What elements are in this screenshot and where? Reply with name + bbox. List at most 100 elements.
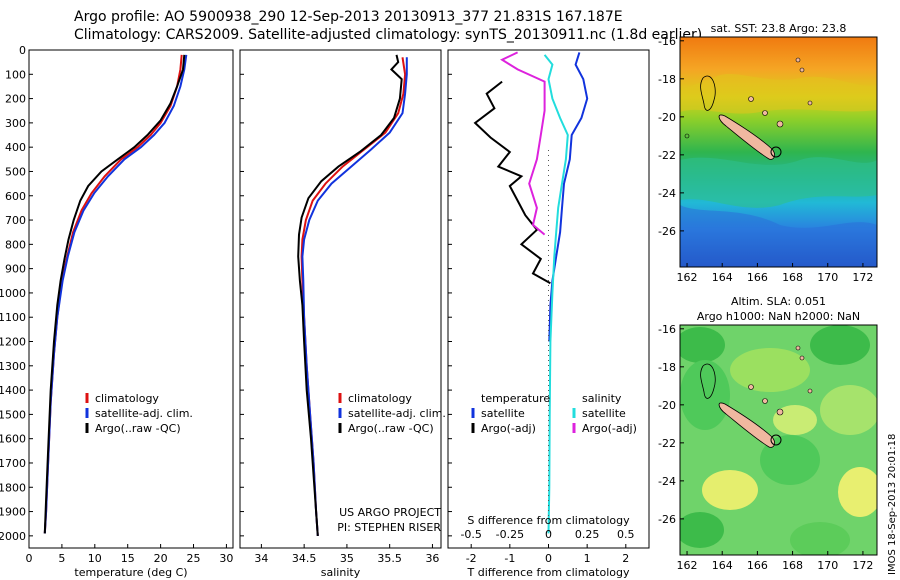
temperature-legend-label: climatology [95, 392, 159, 405]
difference-panel: -2 -1 0 1 2T difference from climatology [447, 49, 650, 579]
sla_map-xtick-label: 164 [712, 559, 733, 572]
temperature-xtick-label: 20 [154, 552, 168, 565]
salinity-xlabel: salinity [321, 566, 361, 579]
sst_map-ytick-label: -20 [658, 111, 676, 124]
depth-tick-label: 1600 [0, 433, 26, 446]
difference-xtick-label: 2 [622, 552, 629, 565]
temperature-series-line [43, 54, 186, 534]
temperature-xtick-label: 30 [219, 552, 233, 565]
depth-tick-label: 300 [5, 117, 26, 130]
sla_map-xtick-label: 162 [677, 559, 698, 572]
difference-xlabel: T difference from climatology [467, 566, 630, 579]
sla_map-title: Altim. SLA: 0.051 [731, 295, 826, 308]
depth-tick-label: 1200 [0, 336, 26, 349]
temperature-legend-label: satellite-adj. clim. [95, 407, 193, 420]
sst_map-xtick-label: 164 [712, 271, 733, 284]
sla_map-ytick-label: -20 [658, 399, 676, 412]
salinity-legend-label: climatology [348, 392, 412, 405]
difference-xtick-label: 0 [545, 552, 552, 565]
difference-top-tick-label: -0.25 [496, 528, 524, 541]
sst_map-xtick-label: 172 [852, 271, 873, 284]
depth-tick-label: 100 [5, 68, 26, 81]
sst-map [679, 36, 878, 268]
salinity-series-line [301, 57, 408, 536]
depth-tick-label: 1000 [0, 287, 26, 300]
depth-tick-label: 200 [5, 93, 26, 106]
sst_map-ytick-label: -18 [658, 73, 676, 86]
depth-tick-label: 800 [5, 238, 26, 251]
sst_map-axes: 162 164 166 168 170 172 -16 -18 -20 -22 -24 -26 sat.… [658, 22, 873, 284]
plot-title: Argo profile: AO 5900938_290 12-Sep-2013… [74, 9, 623, 25]
sst_map-ytick-label: -16 [658, 35, 676, 48]
temperature-xtick-label: 25 [187, 552, 201, 565]
depth-tick-label: 700 [5, 214, 26, 227]
difference-series-line [548, 52, 589, 342]
sla_map-ytick-label: -22 [658, 437, 676, 450]
depth-tick-label: 2000 [0, 530, 26, 543]
difference-legend-s-label: Argo(-adj) [582, 422, 637, 435]
salinity-frame [239, 49, 442, 549]
difference-xtick-label: 1 [584, 552, 591, 565]
difference-legend-t-label: Argo(-adj) [481, 422, 536, 435]
difference-legend-s-label: satellite [582, 407, 626, 420]
temperature-xtick-label: 15 [121, 552, 135, 565]
difference-xtick-label: -2 [466, 552, 477, 565]
salinity-xtick-label: 34 [254, 552, 268, 565]
depth-tick-label: 500 [5, 165, 26, 178]
sst_map-title: sat. SST: 23.8 Argo: 23.8 [711, 22, 847, 35]
depth-tick-label: 400 [5, 141, 26, 154]
sst_map-xtick-label: 162 [677, 271, 698, 284]
sla_map-xtick-label: 170 [817, 559, 838, 572]
sla_map-xtick-label: 166 [747, 559, 768, 572]
salinity-xtick-label: 36 [425, 552, 439, 565]
difference-legend-header-temperature: temperature [481, 392, 550, 405]
temperature-panel: 0 5 10 15 20 25 30 temperature (deg C) 0 100 200 30… [0, 44, 234, 579]
temperature-frame [28, 49, 234, 549]
sla_map-xtick-label: 172 [852, 559, 873, 572]
difference-top-tick-label: 0 [545, 528, 552, 541]
sla_map-ytick-label: -16 [658, 323, 676, 336]
temperature-xtick-label: 5 [58, 552, 65, 565]
difference-top-xlabel: S difference from climatology [467, 514, 630, 527]
temperature-series-line [43, 54, 188, 534]
sla_map-xtick-label: 168 [782, 559, 803, 572]
difference-series-line [500, 51, 546, 236]
sla-map [679, 324, 878, 556]
depth-tick-label: 1900 [0, 506, 26, 519]
salinity-panel: 34 34.5 35 35.5 36 salinity [239, 49, 442, 579]
temperature-xtick-label: 0 [26, 552, 33, 565]
depth-tick-label: 1400 [0, 384, 26, 397]
difference-top-tick-label: 0.25 [575, 528, 600, 541]
sla_map-axes: 162 164 166 168 170 172 -16 -18 -20 -22 -24 -26 Alti… [658, 295, 873, 572]
difference-top-tick-label: -0.5 [460, 528, 481, 541]
salinity-xtick-label: 35 [340, 552, 354, 565]
sst_map-xtick-label: 170 [817, 271, 838, 284]
sla_map-ytick-label: -24 [658, 475, 676, 488]
depth-tick-label: 1300 [0, 360, 26, 373]
depth-tick-label: 600 [5, 190, 26, 203]
sst_map-ytick-label: -24 [658, 187, 676, 200]
sst_map-ytick-label: -26 [658, 225, 676, 238]
pi-annotation: PI: STEPHEN RISER [337, 521, 441, 534]
new-caledonia-island-sla [700, 345, 813, 448]
sla_map-ytick-label: -26 [658, 513, 676, 526]
sst_map-xtick-label: 168 [782, 271, 803, 284]
temperature-xlabel: temperature (deg C) [74, 566, 187, 579]
sla_map-title: Argo h1000: NaN h2000: NaN [697, 310, 860, 323]
depth-tick-label: 1800 [0, 481, 26, 494]
temperature-xtick-label: 10 [88, 552, 102, 565]
project-annotation: US ARGO PROJECT [339, 506, 441, 519]
depth-tick-label: 0 [19, 44, 26, 57]
difference-xtick-label: -1 [504, 552, 515, 565]
salinity-legend-label: satellite-adj. clim. [348, 407, 446, 420]
salinity-legend-label: Argo(..raw -QC) [348, 422, 434, 435]
salinity-series-line [300, 57, 407, 536]
depth-tick-label: 1100 [0, 311, 26, 324]
sst_map-ytick-label: -22 [658, 149, 676, 162]
difference-series-line [543, 54, 569, 534]
difference-legend-t-label: satellite [481, 407, 525, 420]
plot-subtitle: Climatology: CARS2009. Satellite-adjuste… [74, 27, 703, 43]
depth-tick-label: 900 [5, 263, 26, 276]
difference-legend-header-salinity: salinity [582, 392, 622, 405]
